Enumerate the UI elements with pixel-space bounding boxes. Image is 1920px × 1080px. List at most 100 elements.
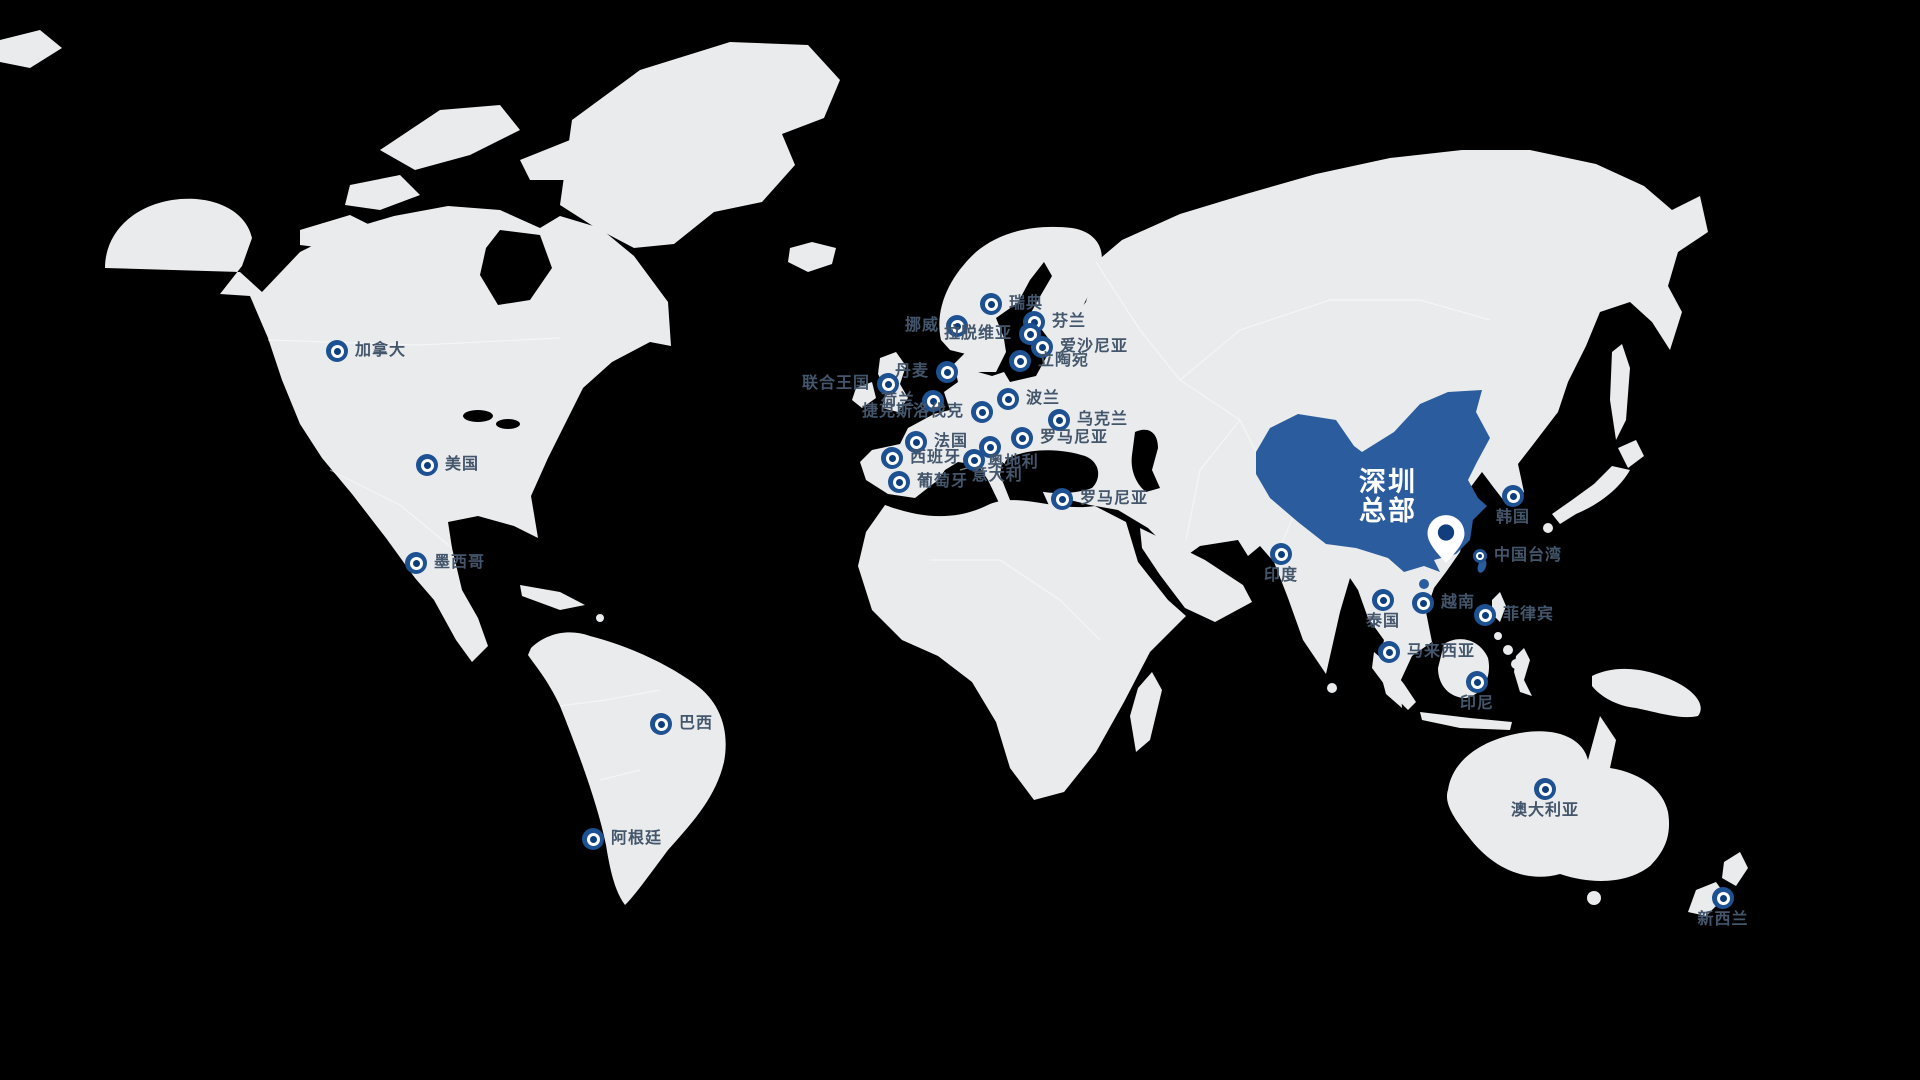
location-label: 荷兰 — [880, 392, 915, 409]
marker-thailand: 泰国 — [1366, 589, 1399, 630]
landmass-arctic-islands — [380, 105, 520, 170]
location-label: 拉脱维亚 — [943, 325, 1012, 342]
marker-south-korea: 韩国 — [1496, 485, 1529, 526]
landmass-australia — [1446, 716, 1670, 881]
location-dot-icon — [936, 361, 958, 383]
landmass-greenland — [560, 42, 840, 248]
marker-poland: 波兰 — [997, 388, 1059, 410]
location-label: 波兰 — [1026, 390, 1061, 407]
great-lakes — [496, 419, 520, 429]
location-label: 新西兰 — [1697, 911, 1749, 928]
marker-czechoslovakia: 捷克斯洛伐克 — [862, 401, 993, 423]
marker-malaysia: 马来西亚 — [1378, 641, 1474, 663]
location-label: 挪威 — [904, 317, 939, 334]
headquarters-label: 深圳 总部 — [1348, 468, 1428, 526]
hainan-island — [1419, 579, 1429, 589]
marker-india: 印度 — [1264, 543, 1297, 584]
marker-denmark: 丹麦 — [895, 361, 958, 383]
location-label: 奥地利 — [987, 454, 1039, 471]
marker-lithuania: 立陶宛 — [1009, 350, 1088, 372]
location-dot-icon — [1051, 488, 1073, 510]
location-dot-icon — [980, 293, 1002, 315]
location-label: 美国 — [445, 456, 480, 473]
location-label: 墨西哥 — [434, 554, 486, 571]
hudson-bay — [480, 230, 552, 305]
country-borders — [267, 261, 1491, 781]
location-dot-icon — [405, 552, 427, 574]
location-label: 联合王国 — [801, 375, 870, 392]
location-dot-icon — [888, 471, 910, 493]
marker-australia: 澳大利亚 — [1511, 778, 1578, 819]
landmass-tasmania — [1587, 891, 1601, 905]
location-dot-icon — [997, 388, 1019, 410]
landmass-north-america — [105, 198, 671, 663]
location-dot-icon — [650, 713, 672, 735]
location-label: 罗马尼亚 — [1040, 429, 1109, 446]
marker-brazil: 巴西 — [650, 713, 712, 735]
location-label: 爱沙尼亚 — [1060, 338, 1129, 355]
marker-indonesia: 印尼 — [1460, 671, 1493, 712]
landmass-africa — [858, 500, 1186, 800]
marker-norway: 挪威 — [905, 315, 968, 337]
location-dot-icon — [1473, 549, 1487, 563]
location-label: 加拿大 — [355, 342, 407, 359]
marker-vietnam: 越南 — [1412, 592, 1474, 614]
black-sea — [1004, 450, 1099, 494]
location-dot-icon — [582, 828, 604, 850]
marker-ukraine: 乌克兰 — [1048, 409, 1127, 431]
marker-netherlands: 荷兰 — [881, 390, 944, 412]
landmass-new-zealand-north — [1722, 852, 1748, 886]
location-label: 越南 — [1441, 594, 1476, 611]
location-label: 罗马尼亚 — [1080, 490, 1149, 507]
location-dot-icon — [922, 390, 944, 412]
location-dot-icon — [1378, 641, 1400, 663]
landmass-arctic-islands — [520, 140, 605, 180]
location-label: 韩国 — [1495, 509, 1531, 526]
location-label: 中国台湾 — [1494, 547, 1563, 564]
location-dot-icon — [1412, 592, 1434, 614]
location-label: 澳大利亚 — [1510, 802, 1580, 819]
location-label: 芬兰 — [1052, 313, 1087, 330]
marker-estonia: 爱沙尼亚 — [1031, 336, 1127, 358]
marker-italy: 意大利 — [963, 449, 1022, 484]
landmass-java — [1420, 712, 1512, 730]
location-label: 印度 — [1263, 567, 1299, 584]
location-dot-icon — [881, 447, 903, 469]
marker-new-zealand: 新西兰 — [1697, 887, 1748, 928]
location-dot-icon — [326, 340, 348, 362]
landmass-japan — [1552, 466, 1630, 524]
landmass-arctic-islands — [345, 175, 420, 210]
location-dot-icon — [1011, 427, 1033, 449]
marker-france: 法国 — [905, 431, 967, 453]
location-label: 菲律宾 — [1503, 606, 1555, 623]
landmass-south-america — [528, 632, 726, 905]
location-label: 西班牙 — [910, 449, 962, 466]
marker-austria: 奥地利 — [979, 436, 1038, 471]
marker-canada: 加拿大 — [326, 340, 405, 362]
map-pin-icon — [1426, 514, 1466, 569]
location-label: 印尼 — [1459, 695, 1495, 712]
location-label: 意大利 — [971, 467, 1023, 484]
location-dot-icon — [979, 436, 1001, 458]
landmass-sakhalin — [1610, 344, 1630, 440]
landmass-iceland — [788, 242, 836, 272]
location-dot-icon — [963, 449, 985, 471]
landmass-philippines — [1494, 632, 1502, 640]
landmass-sulawesi — [1514, 648, 1532, 696]
landmass-sumatra — [1372, 652, 1416, 710]
location-label: 葡萄牙 — [917, 473, 969, 490]
landmass-ireland — [852, 382, 876, 408]
landmass-caribbean — [596, 614, 604, 622]
landmass-philippines — [1503, 645, 1513, 655]
marker-spain: 西班牙 — [881, 447, 960, 469]
location-label: 乌克兰 — [1077, 411, 1129, 428]
location-label: 立陶宛 — [1038, 352, 1090, 369]
location-dot-icon — [1474, 604, 1496, 626]
marker-romania-south: 罗马尼亚 — [1051, 488, 1147, 510]
headquarters-label-line1: 深圳 — [1359, 467, 1417, 497]
location-dot-icon — [1048, 409, 1070, 431]
location-dot-icon — [1270, 543, 1292, 565]
